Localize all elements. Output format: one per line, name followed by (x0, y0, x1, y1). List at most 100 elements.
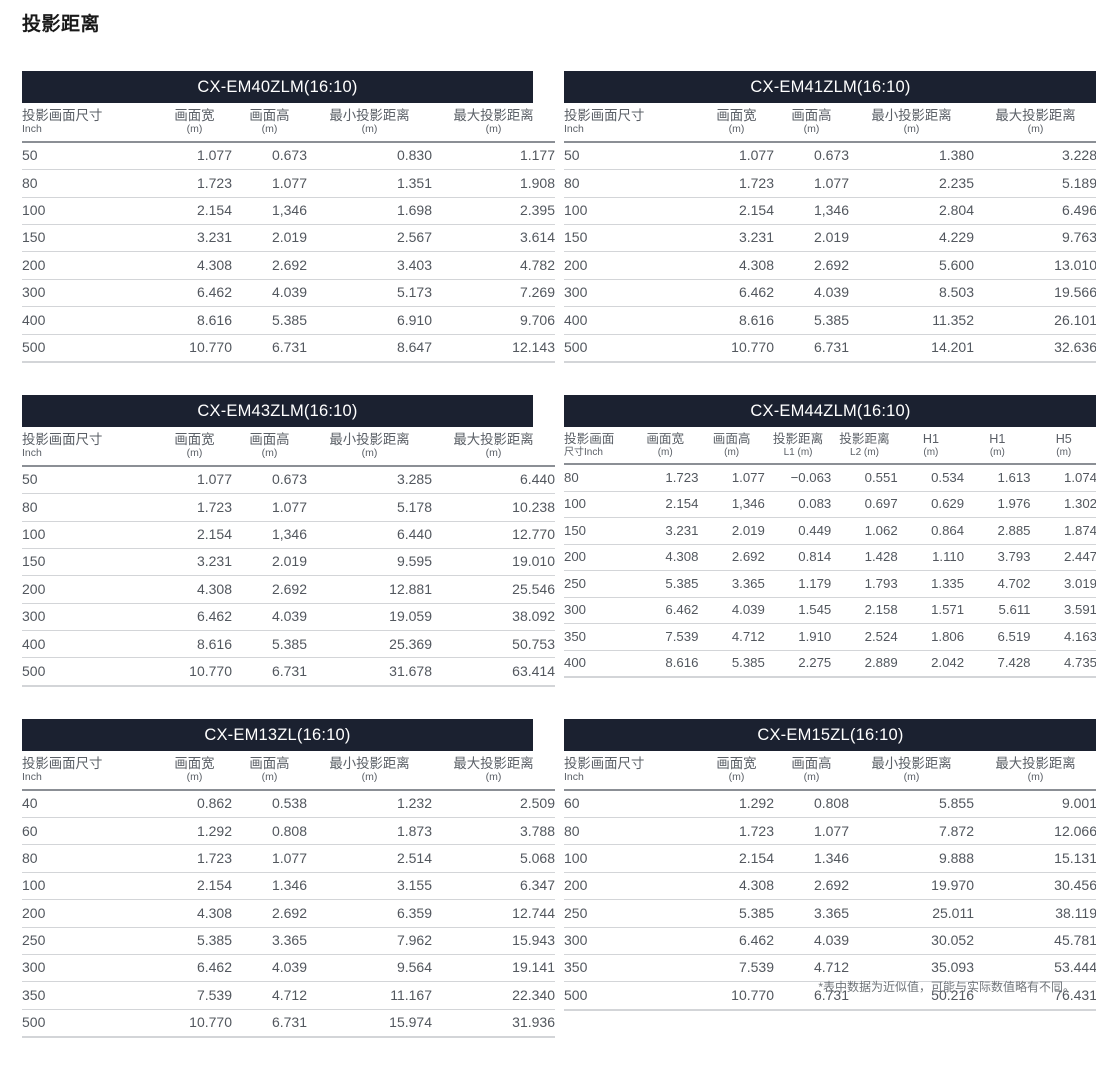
cell-value: 2.042 (897, 650, 965, 679)
cell-value: 2.692 (774, 251, 849, 280)
cell-screen-size: 200 (22, 899, 157, 928)
column-header-unit: (m) (186, 123, 203, 136)
column-header-label: 最小投影距离 (329, 108, 410, 123)
table-row: 60 1.292 0.808 5.855 9.001 (564, 789, 1096, 819)
cell-value: 7.269 (432, 279, 555, 308)
cell-value: 13.010 (974, 251, 1096, 280)
cell-value: 2.692 (232, 251, 307, 280)
cell-value: 3.231 (157, 548, 232, 577)
cell-value: 6.910 (307, 306, 432, 335)
column-header-2: 画面高 (m) (774, 103, 849, 143)
cell-value: 0.673 (232, 465, 307, 495)
cell-value: 4.039 (698, 597, 765, 625)
cell-screen-size: 500 (564, 334, 699, 363)
cell-value: 6.496 (974, 197, 1096, 225)
column-header-1: 画面宽 (m) (699, 103, 774, 143)
cell-value: 1.908 (432, 169, 555, 198)
cell-value: 4.712 (774, 954, 849, 983)
cell-value: 1.976 (964, 491, 1031, 519)
cell-screen-size: 150 (22, 224, 157, 253)
cell-value: 1.077 (774, 169, 849, 198)
table-row: 150 3.231 2.019 0.449 1.062 0.864 2.885 1.874 (564, 517, 1096, 545)
table-block-cx-em15zl: CX-EM15ZL(16:10) 投影画面尺寸 Inch 画面宽 (m) 画面高 (m) 最小… (564, 718, 1096, 1038)
table-row: 300 6.462 4.039 8.503 19.566 (564, 279, 1096, 308)
cell-value: 1.351 (307, 169, 432, 198)
column-header-unit: (m) (1027, 771, 1044, 784)
cell-value: 5.385 (774, 306, 849, 335)
cell-value: 5.068 (432, 844, 555, 873)
cell-value: 0.629 (897, 491, 965, 519)
cell-screen-size: 150 (22, 548, 157, 577)
table-row: 80 1.723 1.077 −0.063 0.551 0.534 1.613 1.074 (564, 464, 1096, 492)
cell-value: 1.335 (897, 570, 965, 598)
column-header-unit: (m) (1056, 446, 1072, 458)
table-row: 400 8.616 5.385 11.352 26.101 (564, 306, 1096, 335)
table-cx-em40zlm: 投影画面尺寸 Inch 画面宽 (m) 画面高 (m) 最小投影距离 (m) 最大投影距离 (m)… (22, 103, 555, 363)
cell-screen-size: 500 (564, 981, 699, 1011)
table-block-cx-em44zlm: CX-EM44ZLM(16:10) 投影画面 尺寸Inch 画面宽 (m) 画面高 (m) 投… (564, 394, 1096, 687)
cell-screen-size: 80 (22, 844, 157, 873)
cell-value: 8.616 (157, 630, 232, 659)
cell-value: 3.365 (774, 899, 849, 928)
cell-value: 25.546 (432, 575, 555, 604)
cell-value: 7.428 (964, 650, 1031, 679)
column-header-unit: (m) (361, 123, 378, 136)
cell-value: 2.509 (432, 789, 555, 819)
cell-value: 38.119 (974, 899, 1096, 928)
column-header-unit: (m) (361, 447, 378, 460)
cell-screen-size: 500 (22, 1009, 157, 1039)
column-header-label: 画面高 (791, 108, 832, 123)
cell-screen-size: 100 (564, 197, 699, 225)
column-header-unit: (m) (261, 123, 278, 136)
cell-value: 5.385 (632, 570, 699, 598)
column-header-unit: Inch (564, 771, 584, 784)
column-header-label: H1 (922, 431, 939, 446)
column-header-unit: Inch (22, 771, 42, 784)
column-header-label: 画面宽 (174, 431, 215, 447)
cell-value: 2.692 (232, 899, 307, 928)
cell-value: 1.110 (897, 544, 965, 572)
cell-value: 12.143 (432, 334, 555, 363)
column-header-unit: (m) (485, 771, 502, 784)
cell-value: 4.308 (157, 575, 232, 604)
cell-value: 1.380 (849, 141, 974, 171)
cell-value: 7.539 (157, 981, 232, 1010)
cell-value: 11.167 (307, 981, 432, 1010)
column-header-label: 投影画面 (564, 431, 615, 446)
cell-value: 1.723 (157, 493, 232, 522)
column-header-unit: (m) (728, 771, 745, 784)
cell-value: 9.564 (307, 954, 432, 983)
table-row: 300 6.462 4.039 1.545 2.158 1.571 5.611 3.591 (564, 597, 1096, 625)
table-block-cx-em43zlm: CX-EM43ZLM(16:10) 投影画面尺寸 Inch 画面宽 (m) 画面高 (m) 最… (22, 394, 555, 687)
cell-value: 4.308 (157, 899, 232, 928)
cell-value: 5.173 (307, 279, 432, 308)
column-header-2: 画面高 (m) (698, 426, 765, 466)
cell-value: 10.238 (432, 493, 555, 522)
cell-value: 8.616 (699, 306, 774, 335)
column-header-label: 画面宽 (716, 755, 757, 771)
cell-value: 0.673 (774, 141, 849, 171)
column-header-unit: (m) (186, 447, 203, 460)
table-row: 80 1.723 1.077 5.178 10.238 (22, 493, 555, 522)
table-row: 500 10.770 6.731 15.974 31.936 (22, 1009, 555, 1039)
table-row: 250 5.385 3.365 1.179 1.793 1.335 4.702 3.019 (564, 570, 1096, 598)
cell-value: 2.885 (964, 517, 1031, 545)
cell-value: 50.216 (849, 981, 974, 1011)
cell-value: 2.692 (698, 544, 765, 572)
table-row: 100 2.154 1,346 2.804 6.496 (564, 197, 1096, 225)
cell-value: 5.385 (698, 650, 765, 679)
column-header-unit: (m) (485, 123, 502, 136)
cell-value: 1.874 (1030, 517, 1096, 545)
cell-value: 6.731 (232, 657, 307, 687)
table-cx-em13zl: 投影画面尺寸 Inch 画面宽 (m) 画面高 (m) 最小投影距离 (m) 最大投影距离 (m)… (22, 750, 555, 1039)
cell-value: 1.723 (632, 464, 699, 492)
column-header-4: 最大投影距离 (m) (432, 750, 555, 791)
column-header-2: 画面高 (m) (232, 750, 307, 791)
column-header-1: 画面宽 (m) (699, 750, 774, 791)
cell-screen-size: 100 (22, 872, 157, 901)
table-row: 400 8.616 5.385 25.369 50.753 (22, 630, 555, 659)
cell-value: 0.697 (831, 491, 898, 519)
table-row: 500 10.770 6.731 31.678 63.414 (22, 657, 555, 687)
column-header-unit: (m) (903, 123, 920, 136)
